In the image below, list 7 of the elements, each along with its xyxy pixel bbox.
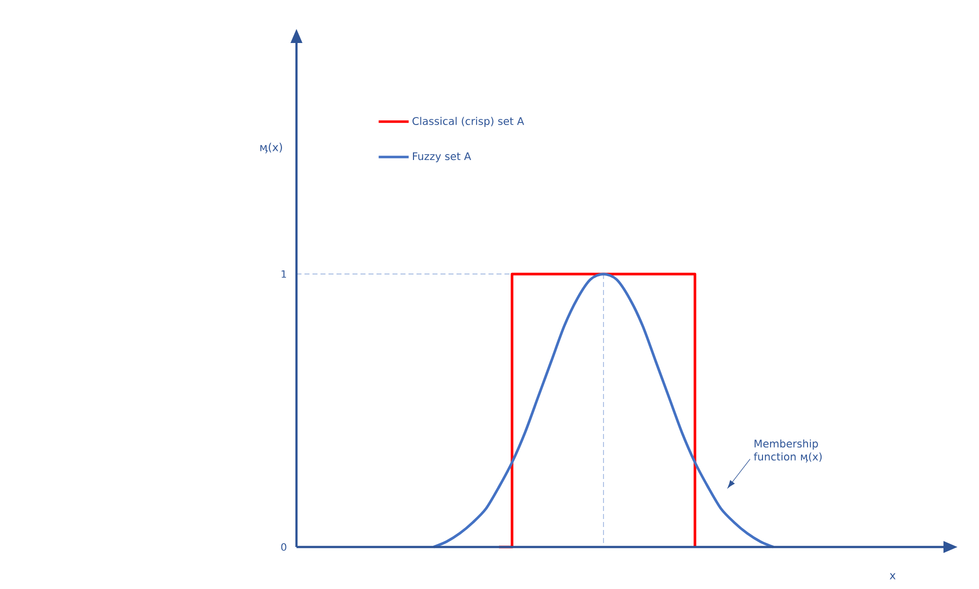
text: x	[890, 573, 896, 580]
y-tick-label: 1	[282, 270, 286, 278]
y-tick-label: 0	[281, 543, 286, 551]
annotation: Membership function ӎ(x)	[754, 439, 822, 463]
legend-label: Classical (crisp) set A	[412, 116, 524, 128]
y-axis-title: ӎ(x)	[260, 142, 282, 154]
legend-label: Fuzzy set A	[412, 152, 472, 162]
